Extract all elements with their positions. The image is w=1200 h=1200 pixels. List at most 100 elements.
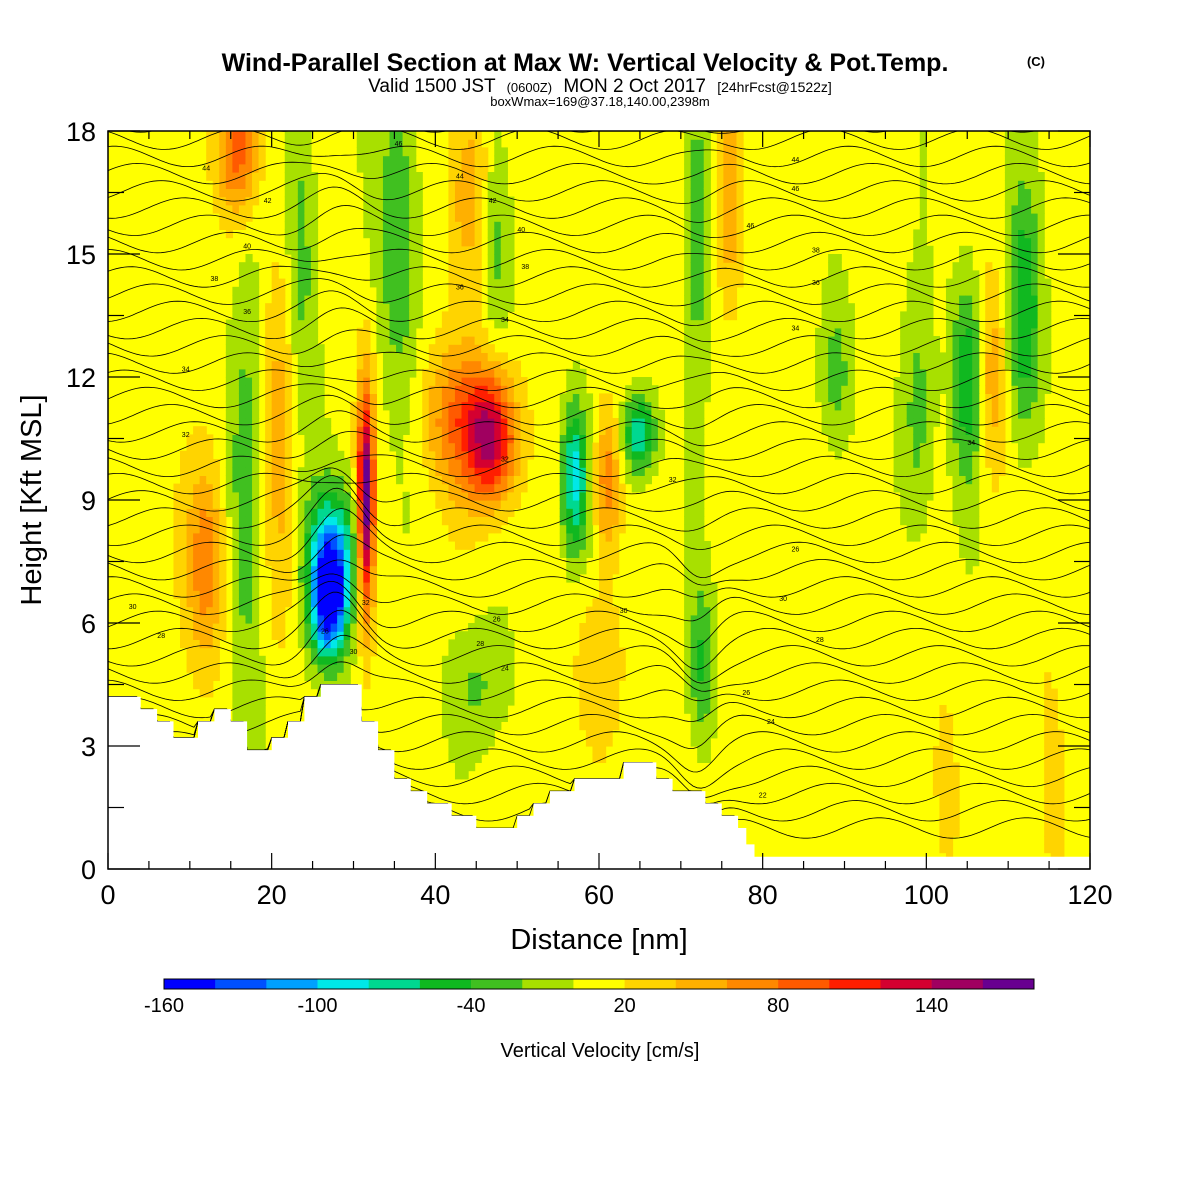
velocity-cell [494,401,502,411]
velocity-cell [212,606,220,616]
colorbar-swatch [880,979,932,989]
velocity-cell [847,336,855,345]
velocity-cell [441,327,450,337]
velocity-cell [206,582,214,591]
velocity-cell [461,393,469,403]
velocity-cell [180,450,188,460]
velocity-cell [690,204,698,214]
velocity-cell [945,778,954,788]
velocity-cell [225,180,233,189]
velocity-cell [965,278,973,288]
velocity-cell [952,360,960,370]
velocity-cell [566,541,574,550]
velocity-cell [638,426,646,435]
velocity-cell [500,229,508,239]
velocity-cell [821,319,829,329]
colorbar-tick-label: -100 [297,995,337,1017]
velocity-cell [1004,352,1013,362]
velocity-cell [513,409,522,419]
axis-ticks [107,130,1091,870]
velocity-cell [939,729,947,739]
velocity-cell [225,467,233,476]
velocity-cell [238,131,247,140]
velocity-cell [959,336,967,345]
velocity-cell [991,368,999,378]
velocity-cell [605,393,613,403]
velocity-cell [278,573,286,583]
theta-contour-line [108,661,1090,702]
velocity-cell [900,418,908,427]
velocity-cell [1011,352,1019,362]
velocity-cell [310,418,319,427]
velocity-cell [448,680,456,690]
velocity-cell [245,450,253,460]
velocity-cell [310,204,319,214]
velocity-cell [828,434,836,444]
velocity-cell [461,672,469,681]
velocity-cell [193,680,201,690]
velocity-cell [585,647,594,657]
velocity-cell [684,131,692,140]
velocity-cell [291,278,299,288]
velocity-cell [317,565,325,575]
velocity-cell [959,524,967,534]
velocity-cell [356,614,364,624]
velocity-cell [1017,237,1026,247]
velocity-cell [252,672,260,681]
velocity-cell [690,393,698,403]
velocity-cell [1017,352,1026,362]
velocity-cell [585,623,594,632]
velocity-cell [468,319,476,329]
velocity-cell [468,754,476,763]
velocity-cell [959,532,967,542]
velocity-cell [304,500,312,509]
velocity-cell [428,483,436,493]
velocity-cell [304,631,312,640]
velocity-cell [468,377,476,386]
velocity-cell [690,491,698,501]
velocity-cell [297,524,305,534]
velocity-cell [684,262,692,271]
velocity-cell [389,401,397,411]
velocity-cell [729,213,738,222]
velocity-cell [212,532,220,542]
velocity-cell [212,467,220,476]
velocity-cell [356,155,364,165]
velocity-cell [369,582,378,591]
velocity-cell [592,631,600,640]
velocity-cell [972,508,980,517]
velocity-cell [487,500,495,509]
velocity-cell [409,196,417,206]
velocity-cell [952,352,960,362]
velocity-cell [1017,204,1026,214]
velocity-cell [972,278,980,288]
velocity-cell [278,614,286,624]
velocity-cell [461,664,469,673]
velocity-cell [245,147,253,157]
velocity-cell [559,434,567,444]
velocity-cell [507,254,515,263]
velocity-cell [599,401,607,411]
velocity-cell [193,549,201,558]
velocity-cell [906,286,914,296]
velocity-cell [212,516,220,526]
velocity-cell [566,426,574,435]
velocity-cell [304,311,312,321]
velocity-cell [684,467,692,476]
velocity-cell [487,196,495,206]
velocity-cell [186,516,194,526]
velocity-cell [304,614,312,624]
velocity-cell [507,442,515,452]
velocity-cell [238,532,247,542]
velocity-cell [1017,303,1026,312]
velocity-cell [697,352,705,362]
velocity-cell [454,762,463,772]
velocity-cell [690,278,698,288]
velocity-cell [657,442,666,452]
velocity-cell [448,705,456,714]
velocity-cell [900,508,908,517]
velocity-cell [932,377,941,386]
velocity-cell [618,491,626,501]
velocity-cell [690,418,698,427]
velocity-cell [461,631,469,640]
